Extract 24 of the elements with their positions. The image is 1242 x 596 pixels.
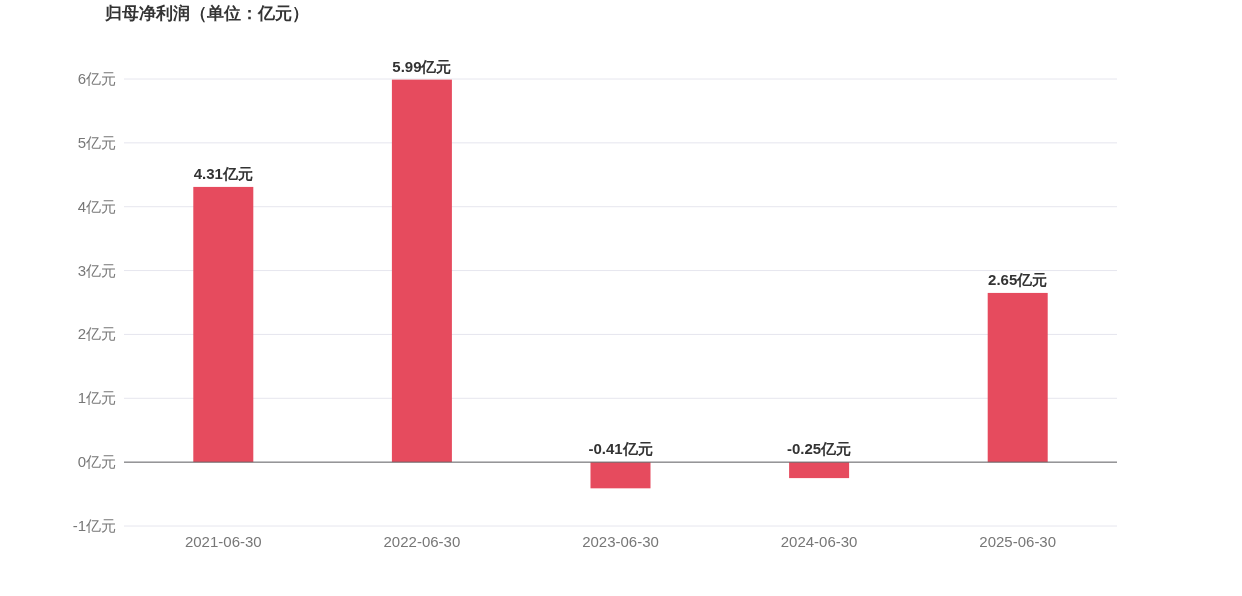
data-label: -0.41亿元 <box>588 440 653 458</box>
bar <box>590 462 651 489</box>
bar <box>987 292 1048 463</box>
bar <box>789 462 850 479</box>
y-tick-label: 2亿元 <box>77 325 116 343</box>
y-tick-label: 1亿元 <box>77 389 116 407</box>
data-label: 4.31亿元 <box>193 164 253 182</box>
x-tick-label: 2025-06-30 <box>979 533 1057 550</box>
y-tick-label: 5亿元 <box>77 133 116 151</box>
chart-title: 归母净利润（单位：亿元） <box>104 4 309 23</box>
x-tick-label: 2022-06-30 <box>383 533 461 550</box>
y-tick-label: 3亿元 <box>77 261 116 279</box>
x-tick-label: 2024-06-30 <box>780 533 858 550</box>
y-tick-label: 4亿元 <box>77 197 116 215</box>
x-tick-label: 2023-06-30 <box>582 533 659 550</box>
data-label: 2.65亿元 <box>988 270 1048 288</box>
y-tick-label: 0亿元 <box>77 453 116 471</box>
y-tick-label: -1亿元 <box>72 517 116 534</box>
data-label: -0.25亿元 <box>787 440 852 458</box>
x-tick-label: 2021-06-30 <box>184 533 262 550</box>
bar <box>391 79 452 463</box>
bar <box>193 186 254 463</box>
y-tick-label: 6亿元 <box>77 70 116 87</box>
data-label: 5.99亿元 <box>392 57 452 75</box>
